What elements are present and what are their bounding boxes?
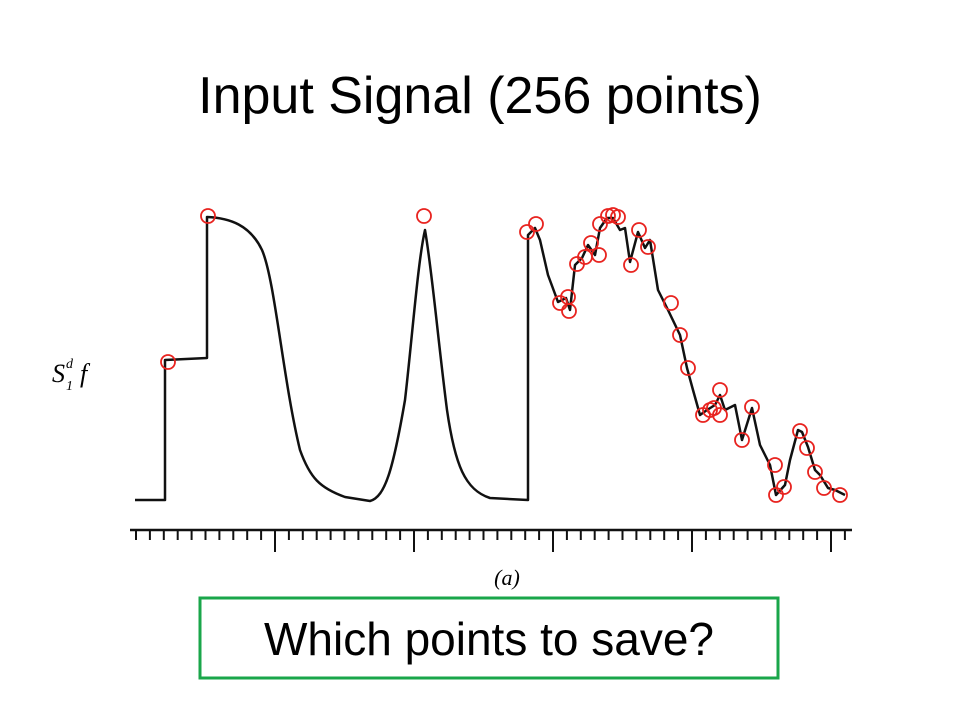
point-marker <box>200 208 216 224</box>
point-marker <box>807 464 823 480</box>
point-marker <box>799 440 815 456</box>
point-marker <box>712 382 728 398</box>
y-label-superscript: d <box>66 357 74 372</box>
point-marker <box>561 303 577 319</box>
point-marker <box>528 216 544 232</box>
point-marker <box>552 295 568 311</box>
point-marker <box>416 208 432 224</box>
y-label: S d 1 f <box>52 357 91 394</box>
point-marker <box>591 247 607 263</box>
slide-title: Input Signal (256 points) <box>198 67 762 125</box>
signal-curve <box>135 215 846 503</box>
point-marker <box>712 407 728 423</box>
point-marker <box>160 354 176 370</box>
point-marker <box>776 479 792 495</box>
point-marker <box>519 224 535 240</box>
point-marker <box>592 216 608 232</box>
point-marker <box>623 257 639 273</box>
point-marker <box>610 209 626 225</box>
question-text: Which points to save? <box>264 613 714 665</box>
point-marker <box>768 487 784 503</box>
point-marker <box>734 432 750 448</box>
figure-caption: (a) <box>494 565 520 590</box>
point-marker <box>640 239 656 255</box>
y-label-function: f <box>80 359 91 388</box>
point-marker <box>744 399 760 415</box>
saved-points <box>160 207 848 503</box>
point-marker <box>631 222 647 238</box>
y-label-subscript: 1 <box>66 379 73 394</box>
point-marker <box>663 295 679 311</box>
point-marker <box>767 457 783 473</box>
point-marker <box>583 235 599 251</box>
point-marker <box>672 327 688 343</box>
point-marker <box>680 360 696 376</box>
axis-ticks <box>135 530 846 552</box>
point-marker <box>816 480 832 496</box>
point-marker <box>832 487 848 503</box>
point-marker <box>792 423 808 439</box>
question-box <box>198 596 780 680</box>
y-label-symbol: S <box>52 359 65 388</box>
